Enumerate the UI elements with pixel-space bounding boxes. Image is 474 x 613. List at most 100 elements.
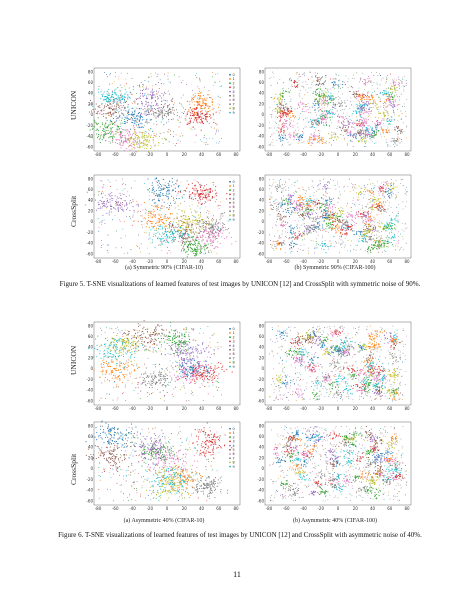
scatter-point (362, 197, 364, 199)
scatter-point (326, 90, 328, 91)
scatter-point (376, 126, 378, 128)
scatter-point (269, 143, 271, 145)
scatter-point (107, 88, 109, 91)
scatter-point (187, 234, 189, 237)
scatter-point (107, 201, 110, 203)
scatter-point (97, 130, 99, 132)
scatter-point (189, 221, 192, 223)
scatter-point (104, 132, 106, 134)
scatter-point (164, 93, 166, 95)
scatter-point (318, 117, 320, 119)
scatter-point (316, 93, 318, 95)
scatter-point (394, 142, 396, 144)
y-tick-label: -60 (86, 144, 93, 149)
scatter-point (144, 121, 146, 123)
scatter-point (172, 224, 174, 226)
scatter-point (390, 100, 392, 103)
scatter-point (292, 134, 294, 136)
scatter-point (390, 96, 392, 98)
scatter-point (120, 147, 122, 149)
scatter-point (370, 133, 373, 135)
scatter-point (200, 249, 202, 251)
scatter-point (280, 119, 282, 121)
scatter-point (316, 88, 318, 91)
scatter-point (277, 102, 279, 104)
scatter-point (134, 110, 136, 113)
scatter-point (151, 239, 153, 241)
scatter-point (318, 119, 320, 121)
scatter-point (216, 130, 218, 132)
scatter-point (205, 194, 207, 196)
scatter-point (288, 136, 291, 138)
scatter-point (201, 97, 203, 100)
scatter-point (184, 218, 186, 221)
scatter-point (269, 127, 270, 129)
scatter-point (318, 94, 320, 96)
scatter-point (189, 127, 191, 129)
scatter-point (374, 221, 376, 223)
scatter-point (136, 142, 139, 144)
scatter-point (196, 248, 198, 251)
scatter-point (140, 136, 142, 138)
plot-frame (264, 67, 412, 152)
x-tick-label: 20 (353, 152, 359, 157)
scatter-point (144, 93, 146, 95)
scatter-point (389, 88, 391, 90)
scatter-point (373, 82, 375, 84)
scatter-point (104, 124, 106, 126)
scatter-point (290, 119, 292, 121)
scatter-point (221, 232, 223, 234)
scatter-point (280, 118, 282, 120)
scatter-point (391, 87, 393, 89)
scatter-point (207, 94, 209, 96)
scatter-point (211, 245, 214, 247)
scatter-point (294, 133, 296, 135)
scatter-point (109, 106, 111, 108)
scatter-point (96, 209, 98, 211)
scatter-point (169, 107, 171, 109)
scatter-point (392, 104, 394, 106)
scatter-point (185, 215, 187, 217)
scatter-point (150, 91, 152, 93)
scatter-point (360, 132, 362, 134)
scatter-point (165, 99, 167, 101)
scatter-point (202, 235, 204, 238)
scatter-point (103, 128, 105, 130)
scatter-point (286, 109, 289, 111)
scatter-point (334, 81, 336, 83)
scatter-point (309, 139, 311, 141)
scatter-point (285, 181, 287, 183)
scatter-point (276, 122, 278, 124)
scatter-point (300, 100, 302, 102)
scatter-point (388, 246, 390, 248)
scatter-point (362, 127, 364, 129)
scatter-point (206, 112, 208, 114)
scatter-point (362, 107, 364, 109)
scatter-point (116, 131, 118, 133)
scatter-point (391, 88, 393, 91)
scatter-point (270, 96, 272, 98)
scatter-point (180, 191, 182, 193)
x-tick-label: 60 (387, 152, 393, 157)
scatter-point (101, 93, 103, 96)
scatter-point (119, 219, 121, 221)
scatter-point (199, 95, 201, 97)
scatter-point (314, 101, 316, 103)
scatter-point (108, 111, 110, 113)
scatter-point (157, 220, 159, 222)
scatter-point (186, 256, 188, 258)
scatter-point (330, 242, 332, 244)
scatter-point (396, 130, 399, 132)
scatter-point (181, 105, 183, 107)
scatter-point (141, 86, 143, 87)
scatter-point (377, 117, 379, 119)
scatter-point (288, 108, 290, 110)
scatter-point (213, 239, 215, 241)
scatter-point (205, 228, 207, 230)
scatter-point (112, 112, 114, 114)
scatter-point (342, 84, 344, 86)
scatter-point (173, 113, 175, 116)
scatter-point (215, 195, 217, 197)
scatter-point (289, 137, 292, 139)
scatter-point (216, 245, 218, 248)
